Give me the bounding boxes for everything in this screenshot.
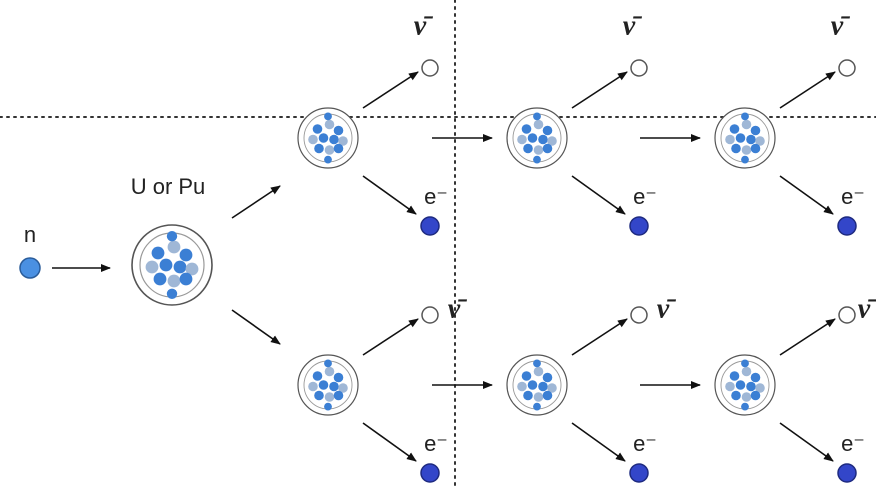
arrow <box>780 72 835 108</box>
arrow <box>232 310 280 344</box>
target-nucleus <box>132 225 212 305</box>
arrow <box>363 176 416 214</box>
electron <box>630 464 648 482</box>
electron <box>838 464 856 482</box>
fragment-nucleus <box>507 108 567 168</box>
antineutrino <box>422 60 438 76</box>
electron-label: e⁻ <box>424 184 448 209</box>
arrow <box>363 423 416 461</box>
antineutrino-label: ν̄ <box>623 10 642 41</box>
arrow <box>363 72 418 108</box>
neutron <box>20 258 40 278</box>
arrow <box>572 319 627 355</box>
arrow <box>572 423 625 461</box>
antineutrino-label: ν̄ <box>831 10 850 41</box>
electron-label: e⁻ <box>424 431 448 456</box>
antineutrino <box>631 60 647 76</box>
electron <box>838 217 856 235</box>
arrow <box>232 186 280 218</box>
electron <box>630 217 648 235</box>
antineutrino <box>839 60 855 76</box>
arrow <box>780 423 833 461</box>
fragment-nucleus <box>298 108 358 168</box>
antineutrino <box>631 307 647 323</box>
arrow <box>572 72 627 108</box>
antineutrino-label: ν̄ <box>858 293 876 324</box>
fragment-nucleus <box>298 355 358 415</box>
arrow <box>780 319 835 355</box>
fragment-nucleus <box>507 355 567 415</box>
arrow <box>780 176 833 214</box>
antineutrino <box>422 307 438 323</box>
antineutrino <box>839 307 855 323</box>
electron <box>421 464 439 482</box>
target-label: U or Pu <box>131 174 206 199</box>
antineutrino-label: ν̄ <box>657 293 676 324</box>
electron-label: e⁻ <box>633 431 657 456</box>
antineutrino-label: ν̄ <box>448 293 467 324</box>
electron-label: e⁻ <box>841 184 865 209</box>
electron <box>421 217 439 235</box>
fragment-nucleus <box>715 355 775 415</box>
electron-label: e⁻ <box>841 431 865 456</box>
arrow <box>572 176 625 214</box>
antineutrino-label: ν̄ <box>414 10 433 41</box>
fragment-nucleus <box>715 108 775 168</box>
electron-label: e⁻ <box>633 184 657 209</box>
arrow <box>363 319 418 355</box>
neutron-label: n <box>24 222 36 247</box>
fission-diagram: n U or Pu ν̄ e⁻ ν̄ e⁻ ν̄ e⁻ ν̄ e⁻ ν̄ e⁻ ν̄ e⁻ <box>0 0 876 490</box>
